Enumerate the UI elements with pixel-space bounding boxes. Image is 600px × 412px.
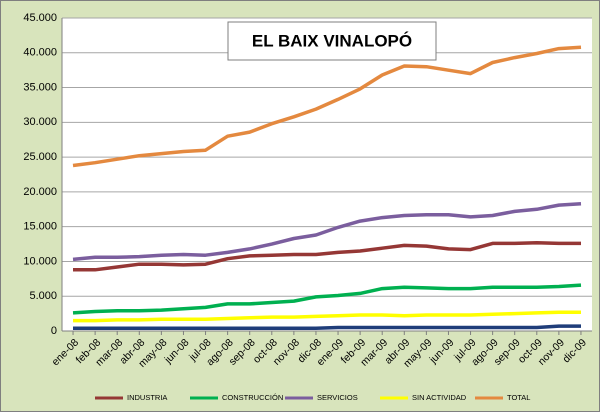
y-tick-label: 10.000 <box>23 255 57 267</box>
legend-label: INDUSTRIA <box>127 393 167 402</box>
y-tick-label: 0 <box>51 325 57 337</box>
legend-label: SERVICIOS <box>317 393 358 402</box>
plot-area <box>62 18 592 331</box>
y-tick-label: 5.000 <box>29 290 57 302</box>
y-tick-label: 45.000 <box>23 12 57 24</box>
title-box <box>227 21 437 61</box>
legend-label: SIN ACTIVIDAD <box>412 393 467 402</box>
y-tick-label: 40.000 <box>23 47 57 59</box>
series-line <box>72 283 582 315</box>
lines <box>72 45 582 330</box>
chart-title: EL BAIX VINALOPÓ <box>252 31 412 50</box>
y-tick-label: 30.000 <box>23 116 57 128</box>
legend-label: TOTAL <box>507 393 530 402</box>
y-tick-label: 35.000 <box>23 81 57 93</box>
series-line <box>72 45 582 168</box>
legend-label: CONSTRUCCIÓN <box>222 393 283 402</box>
series-line <box>73 240 581 272</box>
series-line <box>72 201 582 262</box>
y-tick-label: 20.000 <box>23 186 57 198</box>
y-tick-label: 25.000 <box>23 151 57 163</box>
series-line <box>73 310 581 323</box>
y-tick-label: 15.000 <box>23 221 57 233</box>
series-line <box>73 324 581 330</box>
